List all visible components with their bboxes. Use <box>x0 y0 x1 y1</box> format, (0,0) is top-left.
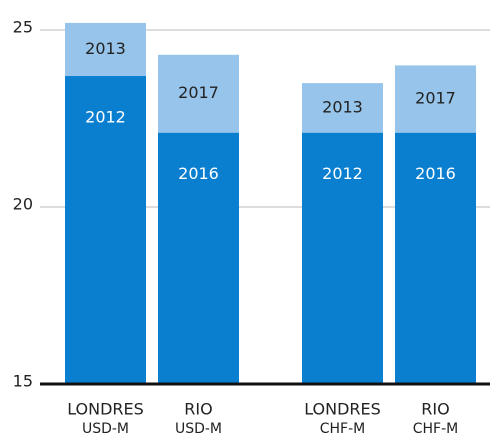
y-tick-label: 25 <box>13 18 33 37</box>
x-tick-label: RIO <box>184 400 212 419</box>
segment-label: 2016 <box>415 164 456 183</box>
bar-segment <box>65 76 146 385</box>
bar-segment <box>158 132 239 384</box>
segment-label: 2013 <box>85 39 126 58</box>
x-tick-label: LONDRES <box>304 400 381 419</box>
segment-label: 2017 <box>415 89 456 108</box>
bar-segment <box>395 132 476 384</box>
y-tick-label: 15 <box>13 372 33 391</box>
x-tick-sublabel: USD-M <box>82 421 129 437</box>
segment-label: 2017 <box>178 83 219 102</box>
x-tick-sublabel: CHF-M <box>320 421 366 437</box>
bar-segment <box>158 54 239 133</box>
segment-label: 2012 <box>322 164 363 183</box>
bar-segment <box>65 22 146 77</box>
x-tick-label: LONDRES <box>67 400 144 419</box>
y-tick-label: 20 <box>13 195 33 214</box>
segment-label: 2012 <box>85 108 126 127</box>
bar-segment <box>302 132 383 384</box>
x-tick-sublabel: CHF-M <box>413 421 459 437</box>
x-tick-sublabel: USD-M <box>175 421 222 437</box>
bar-segment <box>395 65 476 133</box>
bar-segment <box>302 83 383 133</box>
segment-label: 2013 <box>322 97 363 116</box>
x-tick-label: RIO <box>421 400 449 419</box>
segment-label: 2016 <box>178 164 219 183</box>
